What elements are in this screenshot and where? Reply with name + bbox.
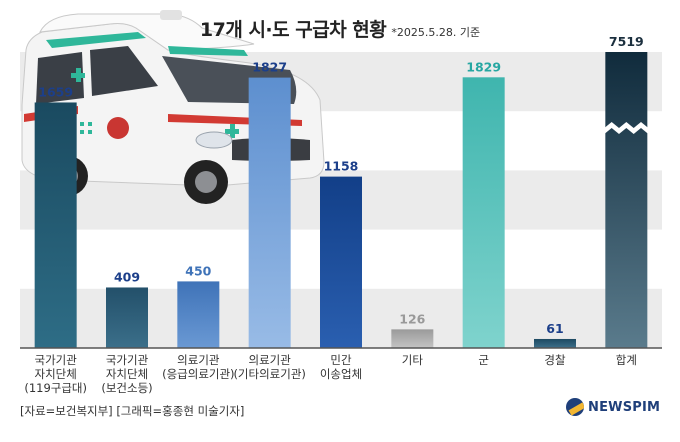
- category-label: 기타: [402, 353, 424, 367]
- category-label: 군: [478, 353, 489, 367]
- category-label: 국가기관: [35, 353, 78, 367]
- value-label: 61: [546, 321, 563, 336]
- newspim-logo-icon: [566, 398, 584, 416]
- category-labels: 국가기관자치단체(119구급대)국가기관자치단체(보건소등)의료기관(응급의료기…: [24, 353, 637, 395]
- category-label: 자치단체: [35, 367, 77, 381]
- bar: [462, 77, 505, 349]
- bar: [534, 338, 576, 348]
- bar: [248, 77, 291, 348]
- category-label: (119구급대): [24, 381, 87, 395]
- value-label: 1827: [252, 60, 287, 75]
- value-label: 1659: [38, 84, 73, 99]
- newspim-logo: NEWSPIM: [566, 398, 660, 416]
- title-main: 17개 시·도 구급차 현황: [199, 19, 387, 41]
- value-label: 1158: [324, 159, 359, 174]
- value-label: 1829: [466, 59, 501, 74]
- value-labels: 1659 409 450 1827 1158 126 1829 61 7519: [38, 34, 643, 336]
- bar: [605, 52, 648, 348]
- value-label: 409: [114, 269, 140, 284]
- category-label: 의료기관: [177, 353, 220, 367]
- category-label: 국가기관: [106, 353, 149, 367]
- bar: [177, 281, 220, 348]
- bar: [106, 287, 148, 348]
- category-label: 경찰: [544, 353, 566, 367]
- category-label: 이송업체: [320, 367, 362, 381]
- title-note: *2025.5.28. 기준: [391, 26, 481, 39]
- category-label: (기타의료기관): [233, 367, 305, 381]
- value-label: 7519: [609, 34, 644, 49]
- value-label: 450: [185, 263, 211, 278]
- category-label: (응급의료기관): [162, 367, 234, 381]
- category-label: 의료기관: [249, 353, 292, 367]
- bar: [34, 102, 77, 348]
- bars: [34, 52, 649, 349]
- category-label: 자치단체: [106, 367, 148, 381]
- bar: [391, 329, 434, 348]
- value-label: 126: [399, 311, 425, 326]
- logo-wordmark: NEWSPIM: [588, 399, 661, 415]
- category-label: (보건소등): [101, 381, 152, 395]
- chart-title: 17개 시·도 구급차 현황 *2025.5.28. 기준: [0, 15, 680, 42]
- source-credit: [자료=보건복지부] [그래픽=홍종현 미술기자]: [20, 404, 245, 418]
- category-label: 민간: [330, 353, 352, 367]
- bar: [320, 176, 362, 348]
- axis-break-mark: [604, 122, 649, 134]
- category-label: 합계: [616, 353, 637, 367]
